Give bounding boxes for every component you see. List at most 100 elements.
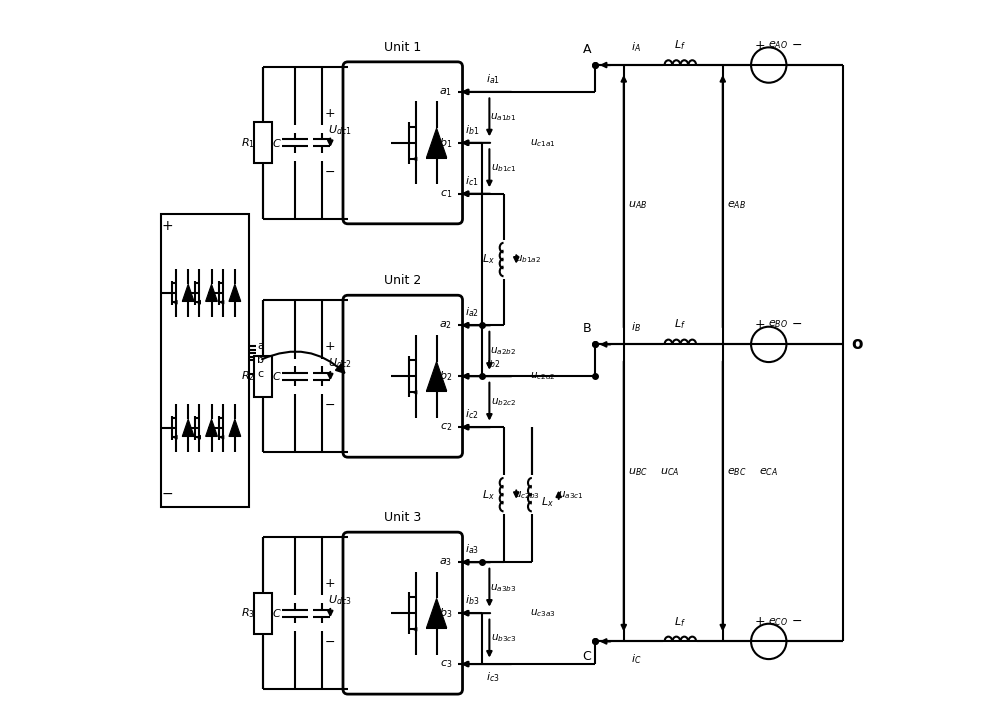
Text: $u_{BC}$: $u_{BC}$ (628, 466, 648, 478)
Text: +: + (162, 219, 173, 234)
Text: $R_1$: $R_1$ (241, 136, 255, 150)
Text: $u_{AB}$: $u_{AB}$ (628, 199, 648, 211)
Text: $u_{b1a2}$: $u_{b1a2}$ (515, 253, 541, 266)
Text: $e_{BC}$: $e_{BC}$ (727, 466, 747, 478)
Text: $e_{CO}$: $e_{CO}$ (768, 616, 788, 628)
Text: Unit 3: Unit 3 (384, 510, 421, 524)
Text: $L_f$: $L_f$ (674, 38, 686, 52)
Text: $i_{c1}$: $i_{c1}$ (465, 174, 479, 188)
Text: +: + (755, 615, 766, 628)
Bar (161, 214, 249, 507)
Text: a: a (257, 342, 264, 351)
Text: $U_{dc3}$: $U_{dc3}$ (328, 594, 351, 607)
Polygon shape (182, 419, 194, 437)
Text: $i_{b1}$: $i_{b1}$ (465, 124, 479, 137)
Text: ~: ~ (763, 635, 774, 648)
Text: −: − (162, 487, 173, 501)
Text: $u_{a2b2}$: $u_{a2b2}$ (490, 345, 517, 356)
Polygon shape (426, 599, 447, 628)
Text: $L_x$: $L_x$ (482, 488, 494, 501)
Text: $i_{c2}$: $i_{c2}$ (465, 408, 478, 421)
Text: −: − (325, 166, 336, 179)
Polygon shape (206, 284, 217, 302)
Text: $C$: $C$ (272, 607, 282, 619)
Text: $u_{a3c1}$: $u_{a3c1}$ (558, 488, 584, 501)
Text: $u_{b3c3}$: $u_{b3c3}$ (491, 633, 516, 645)
FancyArrowPatch shape (262, 351, 344, 373)
Bar (254, 593, 272, 633)
Text: $b_1$: $b_1$ (439, 136, 452, 150)
Text: $u_{c1a1}$: $u_{c1a1}$ (530, 137, 555, 148)
Text: $a_3$: $a_3$ (439, 557, 452, 568)
Text: $u_{c2a2}$: $u_{c2a2}$ (530, 371, 555, 382)
Text: A: A (583, 43, 591, 56)
Text: $e_{CA}$: $e_{CA}$ (759, 466, 778, 478)
Text: $u_{a1b1}$: $u_{a1b1}$ (490, 111, 517, 124)
Text: $b_3$: $b_3$ (439, 606, 452, 620)
Text: $i_{b3}$: $i_{b3}$ (465, 594, 479, 607)
Text: c: c (257, 369, 264, 379)
Text: $u_{a3b3}$: $u_{a3b3}$ (490, 581, 517, 594)
Text: +: + (755, 39, 766, 52)
Text: $i_{c3}$: $i_{c3}$ (486, 670, 500, 684)
Polygon shape (229, 419, 241, 437)
Text: $L_x$: $L_x$ (482, 253, 494, 266)
Text: −: − (792, 318, 802, 331)
FancyBboxPatch shape (343, 295, 463, 457)
Polygon shape (426, 361, 447, 391)
Bar (254, 122, 272, 163)
Text: −: − (792, 39, 802, 52)
Text: $C$: $C$ (272, 370, 282, 382)
Text: $U_{dc2}$: $U_{dc2}$ (328, 356, 351, 371)
Polygon shape (426, 128, 447, 158)
Bar (254, 356, 272, 397)
Text: $u_{b2c2}$: $u_{b2c2}$ (491, 395, 516, 408)
Text: +: + (755, 318, 766, 331)
Text: $L_f$: $L_f$ (674, 317, 686, 332)
Text: C: C (583, 650, 591, 663)
Text: $a_2$: $a_2$ (439, 320, 452, 331)
Text: Unit 2: Unit 2 (384, 274, 421, 287)
Text: $i_{a2}$: $i_{a2}$ (465, 306, 479, 320)
FancyBboxPatch shape (343, 532, 463, 694)
Text: $u_{CA}$: $u_{CA}$ (660, 466, 679, 478)
Text: −: − (325, 636, 336, 650)
Text: $e_{BO}$: $e_{BO}$ (768, 319, 788, 330)
Text: −: − (792, 615, 802, 628)
Text: $i_A$: $i_A$ (631, 40, 641, 54)
Text: B: B (583, 322, 591, 335)
Text: $i_B$: $i_B$ (631, 320, 641, 334)
Polygon shape (206, 419, 217, 437)
Text: $u_{c3a3}$: $u_{c3a3}$ (530, 607, 555, 619)
Text: o: o (851, 335, 863, 354)
Text: $L_x$: $L_x$ (541, 495, 554, 508)
Text: b: b (257, 355, 264, 366)
Text: ~: ~ (763, 338, 774, 351)
Text: −: − (325, 400, 336, 413)
Text: $R_3$: $R_3$ (241, 606, 255, 620)
Polygon shape (182, 284, 194, 302)
Text: $e_{AB}$: $e_{AB}$ (727, 199, 746, 211)
Text: Unit 1: Unit 1 (384, 40, 421, 53)
Text: $u_{b1c1}$: $u_{b1c1}$ (491, 163, 516, 174)
Text: $c_2$: $c_2$ (440, 421, 452, 433)
Text: +: + (325, 340, 336, 353)
Text: $L_f$: $L_f$ (674, 615, 686, 628)
Text: $c_3$: $c_3$ (440, 658, 452, 670)
Text: +: + (325, 106, 336, 119)
Text: $i_{a3}$: $i_{a3}$ (465, 542, 479, 557)
Text: $b_2$: $b_2$ (439, 369, 452, 383)
Text: +: + (325, 577, 336, 590)
Text: $i_{a1}$: $i_{a1}$ (486, 72, 500, 86)
Text: $e_{AO}$: $e_{AO}$ (768, 39, 788, 51)
Polygon shape (229, 284, 241, 302)
Text: $R_2$: $R_2$ (241, 369, 254, 383)
Text: $U_{dc1}$: $U_{dc1}$ (328, 124, 351, 137)
Text: $C$: $C$ (272, 137, 282, 149)
Text: $c_1$: $c_1$ (440, 188, 452, 200)
Text: $i_C$: $i_C$ (631, 652, 641, 666)
FancyBboxPatch shape (343, 62, 463, 224)
Text: $u_{c2b3}$: $u_{c2b3}$ (514, 488, 540, 501)
Text: $i_{b2}$: $i_{b2}$ (486, 356, 500, 371)
Text: $a_1$: $a_1$ (439, 86, 452, 98)
